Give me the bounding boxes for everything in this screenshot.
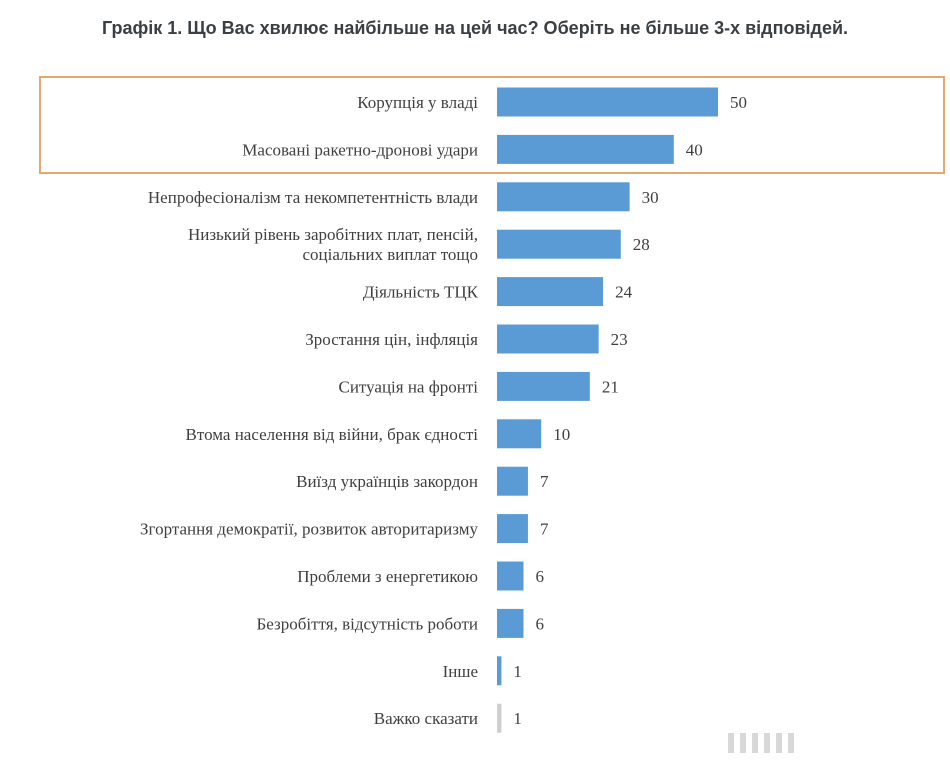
bar (497, 561, 524, 591)
data-label: 1 (513, 709, 522, 728)
category-label: Виїзд українців закордон (296, 472, 478, 491)
data-label: 6 (536, 567, 545, 586)
category-label: Безробіття, відсутність роботи (257, 614, 478, 633)
data-label: 1 (513, 662, 522, 681)
bar (497, 87, 718, 117)
watermark-mark-icon (776, 733, 782, 753)
bar (497, 324, 599, 354)
category-label: Ситуація на фронті (338, 377, 478, 396)
bar (497, 182, 630, 212)
category-label: Втома населення від війни, брак єдності (186, 425, 479, 444)
bar (497, 277, 604, 307)
chart-title: Графік 1. Що Вас хвилює найбільше на цей… (101, 18, 849, 38)
data-label: 30 (642, 188, 659, 207)
data-label: 50 (730, 93, 747, 112)
category-label: Згортання демократії, розвиток авторитар… (140, 520, 478, 539)
data-label: 10 (553, 425, 570, 444)
watermark-mark-icon (752, 733, 758, 753)
bar (497, 371, 590, 401)
category-label: Проблеми з енергетикою (297, 567, 478, 586)
data-label: 23 (611, 330, 628, 349)
data-label: 7 (540, 520, 549, 539)
bar (497, 419, 542, 449)
data-label: 6 (536, 614, 545, 633)
watermark-mark-icon (788, 733, 794, 753)
bar (497, 514, 528, 544)
bar (497, 656, 502, 686)
category-label: Інше (443, 662, 478, 681)
data-label: 28 (633, 235, 650, 254)
category-label: Діяльність ТЦК (363, 283, 479, 302)
bar (497, 134, 674, 164)
category-label: Важко сказати (374, 709, 478, 728)
highlight-box (39, 76, 945, 174)
bar (497, 229, 621, 259)
category-label: Корупція у владі (357, 93, 478, 112)
bar (497, 608, 524, 638)
category-label: Зростання цін, інфляція (305, 330, 478, 349)
bar (497, 703, 502, 733)
data-label: 7 (540, 472, 549, 491)
watermark-mark-icon (728, 733, 734, 753)
category-label: Непрофесіоналізм та некомпетентність вла… (148, 188, 478, 207)
category-label: Низький рівень заробітних плат, пенсій, с… (188, 225, 478, 264)
data-label: 24 (615, 283, 633, 302)
watermark (728, 730, 928, 756)
category-label: Масовані ракетно-дронові удари (242, 140, 478, 159)
watermark-mark-icon (764, 733, 770, 753)
data-label: 40 (686, 140, 703, 159)
watermark-mark-icon (740, 733, 746, 753)
data-label: 21 (602, 377, 619, 396)
bar (497, 466, 528, 496)
